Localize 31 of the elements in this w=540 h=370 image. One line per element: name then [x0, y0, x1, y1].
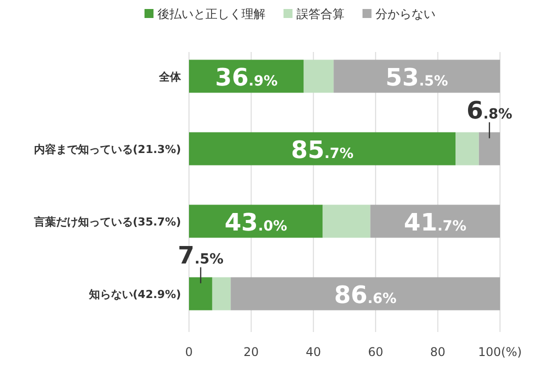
x-tick-label: 20	[244, 345, 259, 359]
data-label: 36.9%	[215, 63, 278, 92]
legend-label: 分からない	[376, 7, 436, 21]
bar	[456, 132, 479, 166]
bar	[370, 204, 500, 238]
bar	[212, 277, 231, 310]
data-label: 43.0%	[224, 208, 288, 236]
bar	[304, 60, 334, 93]
data-label: 53.5%	[386, 63, 448, 92]
y-tick-label: 全体	[158, 70, 182, 84]
y-tick-label: 知らない(42.9%)	[88, 288, 181, 301]
bar	[322, 204, 370, 238]
data-label: 41.7%	[404, 208, 466, 236]
data-label: 86.6%	[334, 280, 397, 309]
x-tick-label: 60	[368, 345, 384, 359]
x-tick-label: 80	[430, 345, 446, 359]
data-label: 6.8%	[466, 96, 512, 124]
bar	[478, 132, 500, 166]
x-tick-label: 40	[306, 345, 322, 359]
bar	[189, 277, 212, 310]
y-tick-label: 言葉だけ知っている(35.7%)	[32, 215, 181, 228]
data-label: 85.7%	[291, 136, 354, 164]
bar	[230, 277, 500, 310]
bar	[334, 60, 500, 93]
legend-label: 後払いと正しく理解	[158, 7, 266, 21]
x-tick-label: 100(%)	[478, 345, 522, 359]
y-tick-label: 内容まで知っている(21.3%)	[34, 142, 181, 156]
bar	[189, 132, 456, 166]
legend-label: 誤答合算	[296, 7, 344, 21]
x-tick-label: 0	[185, 345, 193, 359]
data-label: 7.5%	[178, 241, 224, 270]
